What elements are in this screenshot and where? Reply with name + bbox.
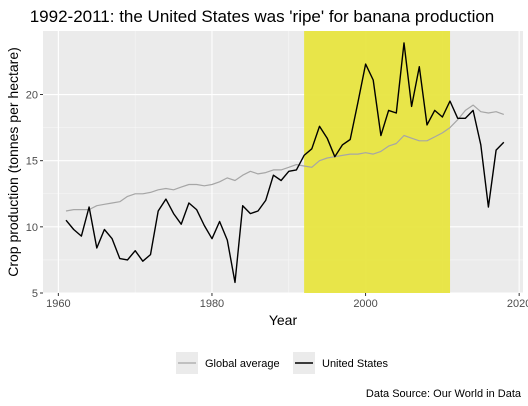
- x-tick-label: 1960: [46, 298, 70, 310]
- highlight-band: [304, 31, 451, 293]
- y-tick-label: 10: [26, 222, 38, 234]
- y-axis: 5 10 15 20: [26, 90, 43, 300]
- series-line-united-states: [65, 42, 505, 284]
- legend-label-us: United States: [322, 358, 389, 370]
- legend-label-global: Global average: [205, 358, 280, 370]
- series-lines: [65, 42, 505, 284]
- x-axis: 1960 1980 2000 2020: [46, 293, 528, 310]
- x-tick-label: 1980: [200, 298, 224, 310]
- y-tick-label: 15: [26, 156, 38, 168]
- y-tick-label: 20: [26, 90, 38, 102]
- x-tick-label: 2020: [507, 298, 528, 310]
- x-tick-label: 2000: [353, 298, 377, 310]
- series-line-global-average: [65, 104, 504, 212]
- y-axis-title: Crop production (tonnes per hectare): [5, 47, 21, 277]
- plot-panel: [43, 31, 523, 293]
- legend: Global average United States: [176, 352, 389, 374]
- y-tick-label: 5: [32, 288, 38, 300]
- caption: Data Source: Our World in Data: [366, 388, 522, 400]
- chart-title: 1992-2011: the United States was 'ripe' …: [30, 7, 495, 26]
- x-axis-title: Year: [269, 312, 298, 328]
